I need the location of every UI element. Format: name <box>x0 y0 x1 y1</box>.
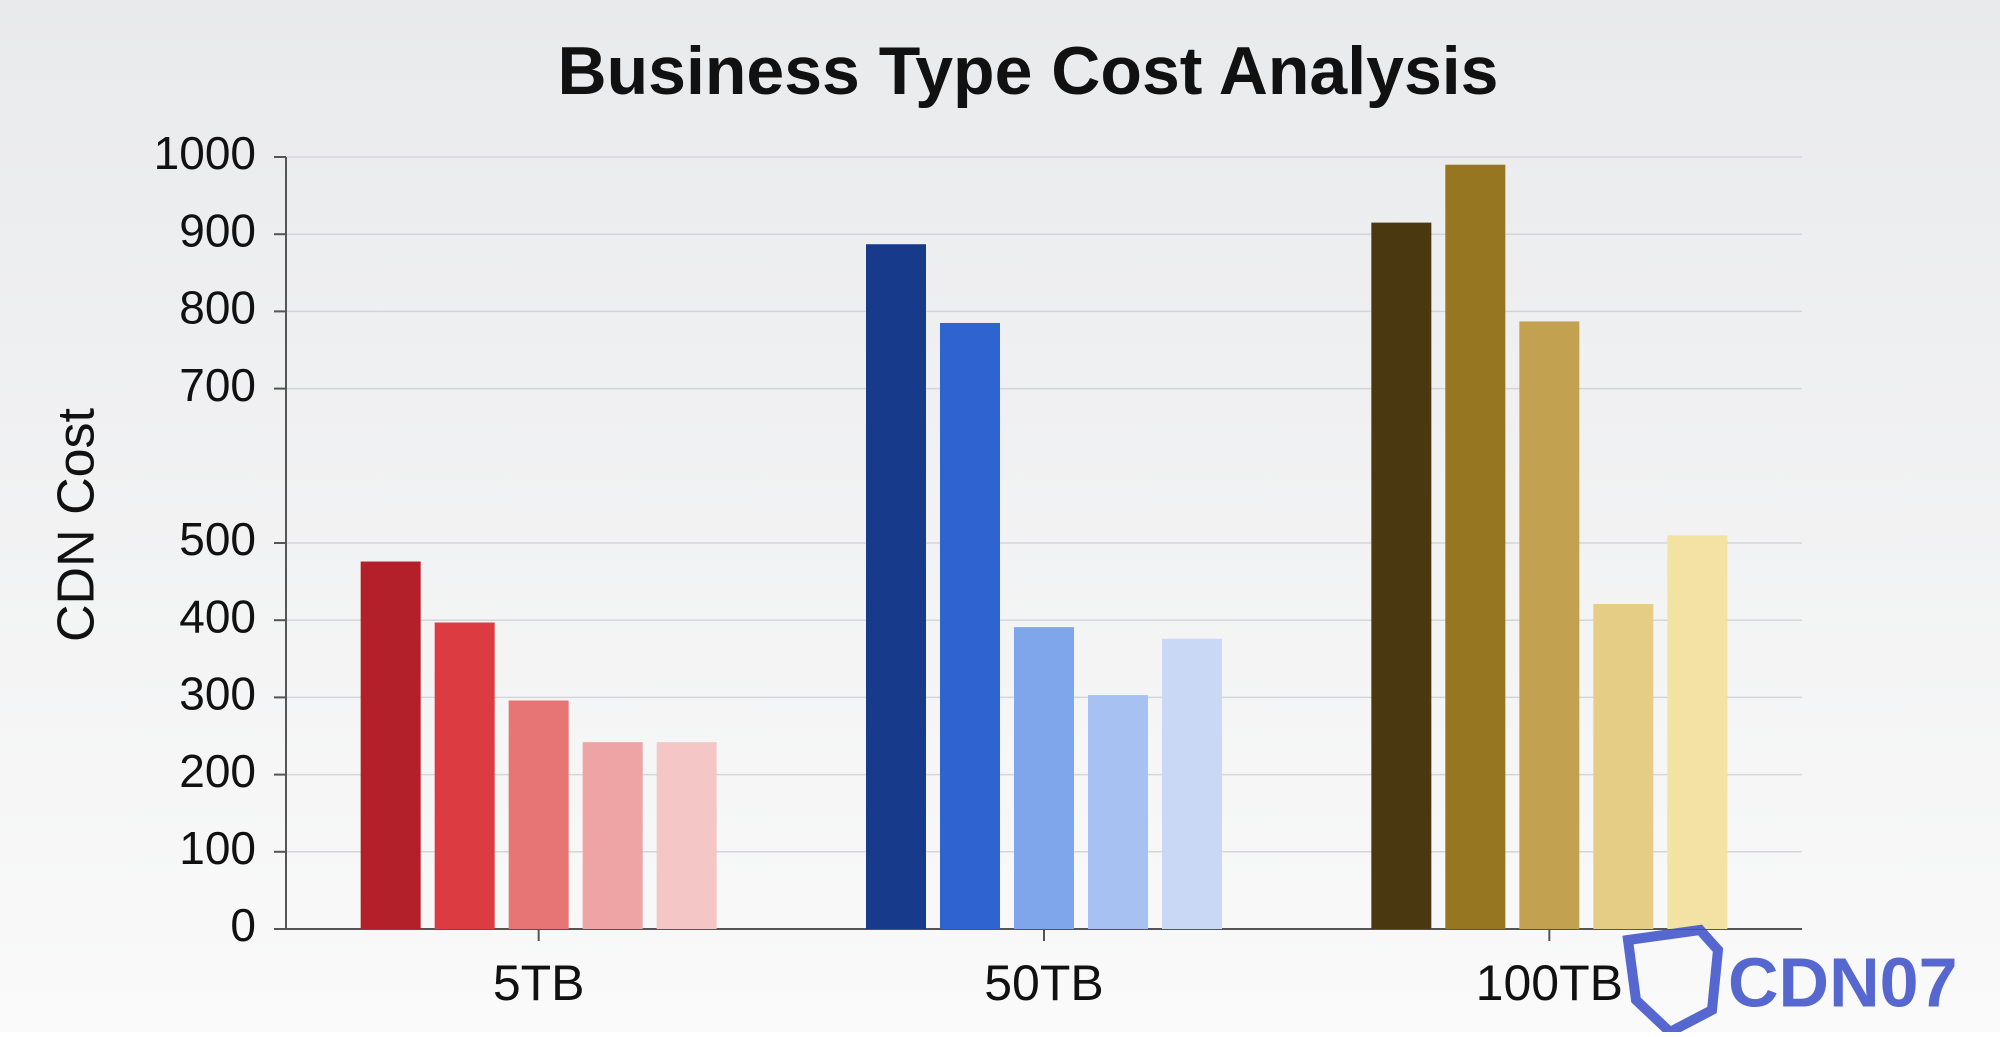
x-tick-label: 50TB <box>984 955 1104 1011</box>
bar <box>582 742 643 929</box>
bar <box>434 622 495 929</box>
plot: 0 100 200 300 400 500 700 800 900 1000 5TB 50TB 100T… <box>154 127 1802 1011</box>
bar <box>508 700 569 929</box>
watermark-text: CDN07 <box>1728 943 1958 1021</box>
x-tick-label: 100TB <box>1476 955 1623 1011</box>
bar <box>1014 627 1074 929</box>
y-tick-label: 900 <box>179 204 256 256</box>
bar <box>1162 638 1222 929</box>
bar <box>1519 321 1580 929</box>
y-tick-label: 1000 <box>154 127 256 179</box>
bar <box>1667 535 1728 929</box>
x-tick-label: 5TB <box>493 955 585 1011</box>
y-tick-label: 500 <box>179 513 256 565</box>
y-tick-label: 0 <box>230 899 256 951</box>
bar <box>1088 695 1148 929</box>
bar <box>866 244 926 930</box>
y-tick-label: 800 <box>179 282 256 334</box>
bar <box>360 561 421 929</box>
y-tick-label: 400 <box>179 590 256 642</box>
y-axis-label: CDN Cost <box>48 407 106 642</box>
y-tick-label: 300 <box>179 668 256 720</box>
y-tick-label: 700 <box>179 359 256 411</box>
bar <box>940 322 1000 930</box>
watermark-logo <box>1622 924 1724 1037</box>
bar <box>1445 164 1506 930</box>
bar <box>656 742 717 929</box>
watermark: CDN07 <box>1622 924 1958 1037</box>
y-tick-label: 200 <box>179 745 256 797</box>
bar <box>1371 222 1432 929</box>
chart-title: Business Type Cost Analysis <box>558 33 1499 109</box>
y-tick-label: 100 <box>179 822 256 874</box>
bar <box>1593 603 1654 929</box>
